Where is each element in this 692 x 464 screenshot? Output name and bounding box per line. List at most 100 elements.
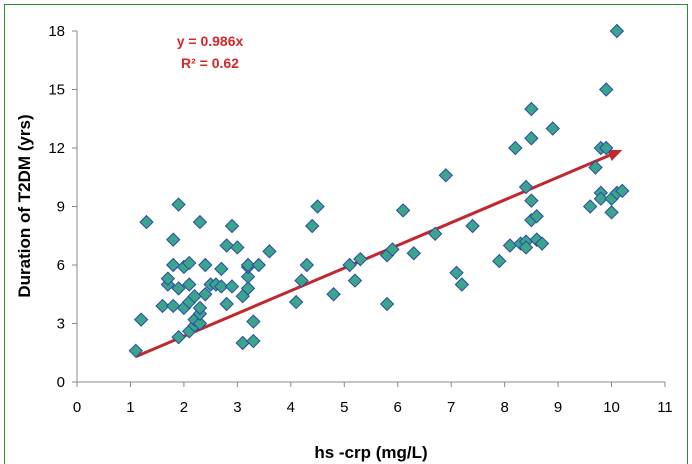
data-point <box>588 160 603 175</box>
data-point <box>166 298 181 314</box>
data-point <box>342 257 357 273</box>
data-point <box>171 197 186 212</box>
data-point <box>598 140 614 156</box>
data-point <box>288 294 304 310</box>
data-point <box>304 218 320 234</box>
data-point <box>502 238 518 253</box>
data-point <box>347 273 363 288</box>
data-point <box>192 300 208 316</box>
data-point <box>545 121 560 136</box>
data-point <box>198 257 213 273</box>
data-point <box>299 257 315 273</box>
y-tick-label: 15 <box>48 82 65 99</box>
equation-label: y = 0.986x <box>177 33 244 49</box>
data-point <box>524 131 539 146</box>
data-point <box>518 240 534 255</box>
trendline-group <box>135 149 623 359</box>
data-point <box>465 218 480 234</box>
data-point <box>524 193 539 208</box>
data-point <box>240 269 256 284</box>
data-point <box>171 281 186 296</box>
data-point <box>427 226 443 242</box>
x-tick-label: 6 <box>394 399 402 416</box>
y-tick-label: 6 <box>57 257 65 274</box>
chart-frame <box>4 4 688 464</box>
data-point <box>582 199 598 214</box>
data-point <box>139 214 154 230</box>
y-tick-label: 18 <box>48 23 65 40</box>
data-point <box>598 82 614 97</box>
y-tick-label: 9 <box>57 199 65 216</box>
data-points <box>128 23 630 359</box>
data-point <box>395 203 411 218</box>
x-tick-label: 7 <box>447 399 455 416</box>
data-point <box>166 257 181 273</box>
x-tick-label: 4 <box>287 399 295 416</box>
data-point <box>406 246 421 261</box>
data-point <box>133 312 149 327</box>
y-axis-title: Duration of T2DM (yrs) <box>15 114 34 297</box>
data-point <box>385 242 400 257</box>
data-point <box>128 343 144 359</box>
axes <box>72 30 666 387</box>
data-point <box>235 335 250 351</box>
x-tick-label: 10 <box>603 399 620 416</box>
data-point <box>155 298 170 314</box>
data-point <box>251 257 266 273</box>
data-point <box>604 205 619 220</box>
data-point <box>353 251 368 267</box>
data-point <box>310 199 325 214</box>
data-point <box>609 23 625 39</box>
data-point <box>518 179 534 195</box>
data-point <box>192 214 208 230</box>
data-point <box>160 271 176 286</box>
data-point <box>438 168 454 183</box>
data-point <box>508 140 523 156</box>
data-point <box>524 101 539 117</box>
data-point <box>230 240 245 255</box>
data-point <box>454 277 470 292</box>
data-point <box>529 209 544 224</box>
data-point <box>379 296 395 312</box>
x-tick-label: 3 <box>233 399 241 416</box>
data-point <box>214 279 229 294</box>
data-point <box>192 316 208 331</box>
x-tick-label: 2 <box>180 399 188 416</box>
data-point <box>166 232 181 247</box>
data-point <box>326 287 341 302</box>
x-tick-label: 9 <box>554 399 562 416</box>
x-tick-label: 0 <box>73 399 81 416</box>
data-point <box>171 329 186 345</box>
data-point <box>219 238 234 253</box>
y-tick-label: 3 <box>57 316 65 333</box>
y-tick-label: 12 <box>48 140 65 157</box>
data-point <box>224 218 240 234</box>
x-tick-label: 11 <box>657 399 673 416</box>
trendline <box>135 154 610 359</box>
x-axis-title: hs -crp (mg/L) <box>314 443 427 462</box>
data-point <box>593 191 609 206</box>
x-tick-label: 8 <box>500 399 508 416</box>
data-point <box>449 265 464 281</box>
data-point <box>615 183 630 199</box>
data-point <box>219 296 234 312</box>
data-point <box>262 244 277 259</box>
data-point <box>182 255 197 271</box>
r-squared-label: R² = 0.62 <box>181 55 239 71</box>
x-tick-label: 5 <box>340 399 348 416</box>
x-tick-label: 1 <box>126 399 134 416</box>
data-point <box>240 281 256 296</box>
data-point <box>182 277 197 292</box>
data-point <box>224 279 240 294</box>
data-point <box>294 273 309 288</box>
data-point <box>240 257 256 273</box>
trendline-arrowhead <box>607 149 623 161</box>
data-point <box>534 236 550 251</box>
data-point <box>246 333 261 349</box>
data-point <box>492 253 507 269</box>
data-point <box>214 261 229 277</box>
y-tick-label: 0 <box>57 374 65 391</box>
data-point <box>246 314 261 329</box>
